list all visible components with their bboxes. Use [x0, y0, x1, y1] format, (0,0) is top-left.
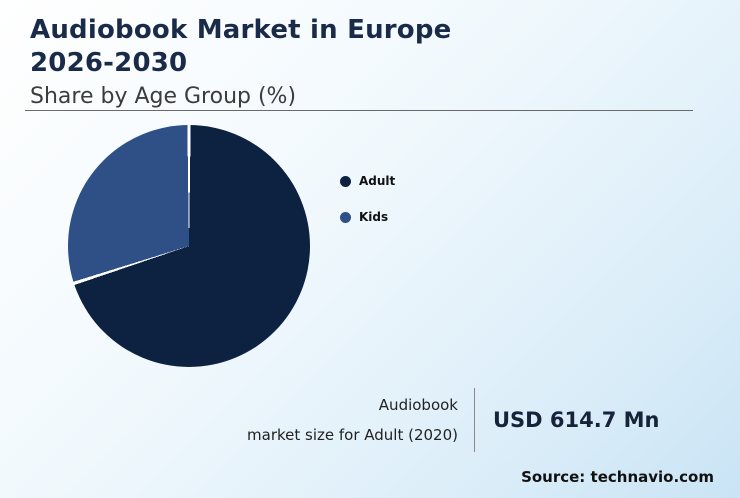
chart-legend: Adult Kids	[340, 174, 395, 246]
source-attribution: Source: technavio.com	[521, 468, 714, 486]
page-title: Audiobook Market in Europe 2026-2030	[30, 14, 690, 81]
stat-value: USD 614.7 Mn	[493, 408, 660, 432]
page-subtitle: Share by Age Group (%)	[30, 83, 297, 109]
stat-callout: Audiobook market size for Adult (2020) U…	[180, 388, 700, 452]
stat-divider	[474, 388, 475, 452]
pie-chart	[68, 125, 310, 367]
stat-label: Audiobook market size for Adult (2020)	[180, 390, 474, 450]
header: Audiobook Market in Europe 2026-2030 Sha…	[30, 14, 690, 110]
kids-legend-dot-icon	[340, 211, 351, 223]
page-title-line2: 2026-2030	[30, 48, 188, 79]
header-divider	[25, 110, 693, 111]
legend-item-kids: Kids	[340, 210, 395, 224]
legend-label-adult: Adult	[359, 174, 396, 188]
page-title-line1: Audiobook Market in Europe	[30, 15, 452, 45]
legend-item-adult: Adult	[340, 174, 395, 188]
legend-label-kids: Kids	[359, 210, 389, 224]
stat-label-line1: Audiobook	[378, 396, 458, 414]
stat-label-line2: market size for Adult (2020)	[247, 426, 458, 444]
adult-legend-dot-icon	[340, 175, 351, 187]
